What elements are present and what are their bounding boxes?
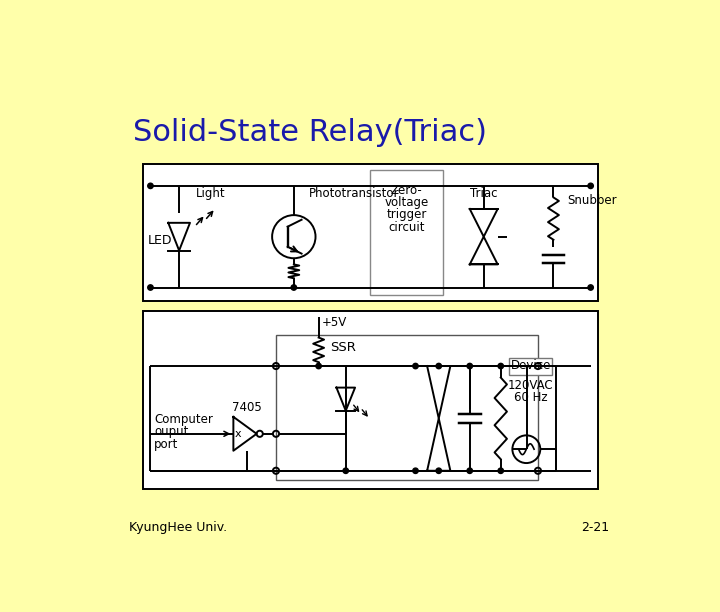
Circle shape	[316, 364, 321, 369]
Circle shape	[498, 364, 503, 369]
Text: Solid-State Relay(Triac): Solid-State Relay(Triac)	[132, 118, 487, 147]
Circle shape	[413, 468, 418, 474]
Text: 7405: 7405	[232, 401, 261, 414]
Text: Zero-: Zero-	[391, 184, 423, 196]
Circle shape	[413, 364, 418, 369]
Circle shape	[467, 468, 472, 474]
Text: +5V: +5V	[322, 316, 347, 329]
Text: Triac: Triac	[469, 187, 498, 200]
Text: Snubber: Snubber	[567, 195, 617, 207]
Circle shape	[436, 468, 441, 474]
Text: Light: Light	[196, 187, 226, 200]
Circle shape	[588, 285, 593, 290]
Text: trigger: trigger	[387, 208, 427, 221]
Bar	[143, 164, 598, 301]
Text: Phototransistor: Phototransistor	[310, 187, 400, 200]
Circle shape	[467, 364, 472, 369]
Text: voltage: voltage	[384, 196, 428, 209]
Circle shape	[588, 183, 593, 188]
Text: KyungHee Univ.: KyungHee Univ.	[129, 521, 227, 534]
Circle shape	[436, 364, 441, 369]
Bar	[370, 171, 444, 295]
Circle shape	[148, 183, 153, 188]
Text: Device: Device	[510, 359, 551, 372]
Bar	[509, 357, 552, 375]
Bar	[143, 311, 598, 489]
Circle shape	[343, 468, 348, 474]
Text: ouput: ouput	[154, 425, 189, 438]
Text: 120VAC: 120VAC	[508, 379, 554, 392]
Text: 2-21: 2-21	[581, 521, 609, 534]
Circle shape	[498, 468, 503, 474]
Text: SSR: SSR	[330, 341, 356, 354]
Text: Computer: Computer	[154, 413, 213, 426]
Circle shape	[148, 285, 153, 290]
Bar	[276, 335, 538, 480]
Text: 60 Hz: 60 Hz	[514, 392, 547, 405]
Text: LED: LED	[148, 234, 172, 247]
Text: x: x	[235, 429, 241, 439]
Text: port: port	[154, 438, 179, 450]
Text: circuit: circuit	[388, 220, 425, 234]
Circle shape	[291, 285, 297, 290]
